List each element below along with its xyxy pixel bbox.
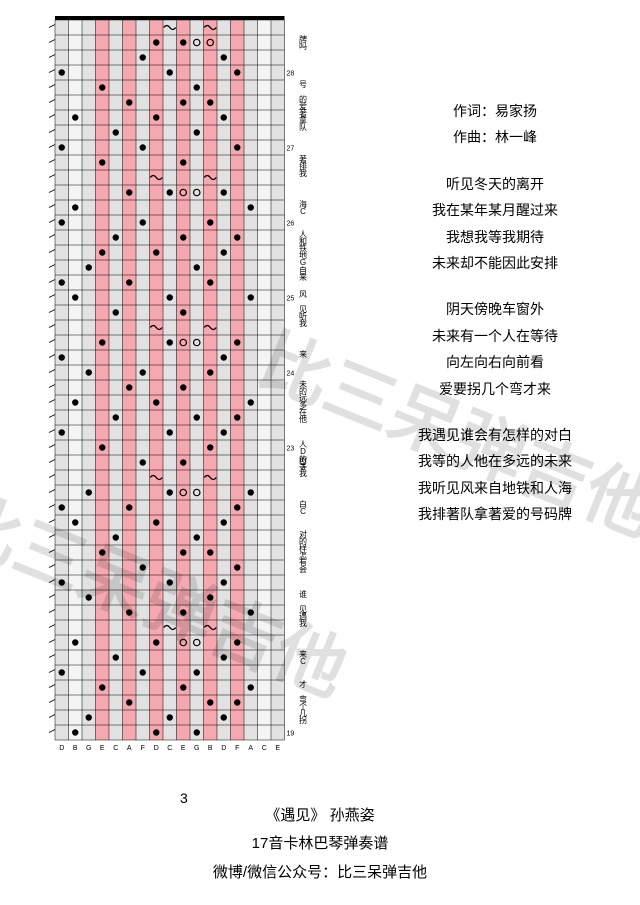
svg-text:D: D (59, 745, 64, 752)
svg-text:B: B (208, 745, 213, 752)
tab-side-label: 的等我 (299, 455, 307, 476)
lyric-line: 未来有一个人在等待 (370, 325, 620, 347)
tab-side-label: 见遇我 (299, 605, 307, 626)
verse: 听见冬天的离开我在某年某月醒过来我想我等我期待未来却不能因此安排 (370, 173, 620, 275)
kalimba-tab-chart: D B G E C A F D C E G B D F A C E 28 27 26 25 24 23 19 (35, 12, 295, 762)
verse: 阴天傍晚车窗外未来有一个人在等待向左向右向前看爱要拐几个弯才来 (370, 298, 620, 400)
svg-text:C: C (167, 745, 172, 752)
song-title: 《遇见》 孙燕姿 (0, 802, 640, 831)
lyric-line: 我想我等我期待 (370, 226, 620, 248)
lyrics-panel: 作词：易家扬 作曲：林一峰 听见冬天的离开我在某年某月醒过来我想我等我期待未来却… (370, 100, 620, 529)
tab-side-label: 风 (299, 290, 307, 297)
lyric-line: 听见冬天的离开 (370, 173, 620, 195)
footer: 《遇见》 孙燕姿 17音卡林巴琴弹奏谱 微博/微信公众号：比三呆弹吉他 (0, 802, 640, 888)
svg-text:B: B (73, 745, 78, 752)
svg-text:C: C (262, 745, 267, 752)
lyric-line: 向左向右向前看 (370, 351, 620, 373)
tab-side-label: 见听我 (299, 305, 307, 326)
lyricist-credit: 作词：易家扬 (370, 100, 620, 122)
lyric-line: 我在某年某月醒过来 (370, 199, 620, 221)
song-subtitle: 17音卡林巴琴弹奏谱 (0, 830, 640, 859)
svg-text:E: E (275, 745, 280, 752)
svg-text:26: 26 (287, 221, 295, 228)
tab-side-label: 著排我 (299, 155, 307, 176)
tab-side-label: 谁 (299, 590, 307, 597)
tab-side-label: 未的远多在他 (299, 380, 307, 422)
svg-text:27: 27 (287, 146, 295, 153)
tab-side-label: 牌吗 (299, 35, 307, 49)
svg-text:A: A (248, 745, 253, 752)
svg-text:G: G (194, 745, 199, 752)
svg-text:G: G (86, 745, 91, 752)
svg-text:24: 24 (287, 371, 295, 378)
tab-side-label: 白C (299, 500, 307, 515)
svg-text:E: E (100, 745, 105, 752)
svg-text:E: E (181, 745, 186, 752)
svg-text:19: 19 (287, 731, 295, 738)
source-credit: 微博/微信公众号：比三呆弹吉他 (0, 859, 640, 888)
svg-text:D: D (154, 745, 159, 752)
svg-text:28: 28 (287, 71, 295, 78)
verse: 我遇见谁会有怎样的对白我等的人他在多远的未来我听见风来自地铁和人海我排著队拿著爱… (370, 424, 620, 526)
svg-text:C: C (113, 745, 118, 752)
tab-side-label: 的爱著拿队 (299, 95, 307, 130)
lyric-line: 未来却不能因此安排 (370, 252, 620, 274)
svg-text:A: A (127, 745, 132, 752)
lyric-line: 我听见风来自地铁和人海 (370, 477, 620, 499)
tab-side-label: 海C (299, 200, 307, 215)
tab-side-label: 弯个几拐 (299, 695, 307, 723)
lyric-line: 我排著队拿著爱的号码牌 (370, 503, 620, 525)
tab-side-label: 号 (299, 80, 307, 87)
tab-side-label: 人和铁地G自来 (299, 230, 307, 280)
tab-side-label: 才 (299, 680, 307, 687)
svg-text:F: F (141, 745, 145, 752)
lyric-line: 我遇见谁会有怎样的对白 (370, 424, 620, 446)
composer-credit: 作曲：林一峰 (370, 126, 620, 148)
svg-text:F: F (235, 745, 239, 752)
svg-text:25: 25 (287, 296, 295, 303)
tab-side-label: 来 (299, 350, 307, 357)
svg-text:23: 23 (287, 446, 295, 453)
tab-side-label: 来C (299, 650, 307, 665)
lyric-line: 爱要拐几个弯才来 (370, 378, 620, 400)
svg-text:D: D (221, 745, 226, 752)
lyric-line: 阴天傍晚车窗外 (370, 298, 620, 320)
tab-svg: D B G E C A F D C E G B D F A C E 28 27 26 25 24 23 19 (35, 12, 315, 772)
tab-side-label: 对的样怎有会 (299, 530, 307, 572)
lyric-line: 我等的人他在多远的未来 (370, 450, 620, 472)
